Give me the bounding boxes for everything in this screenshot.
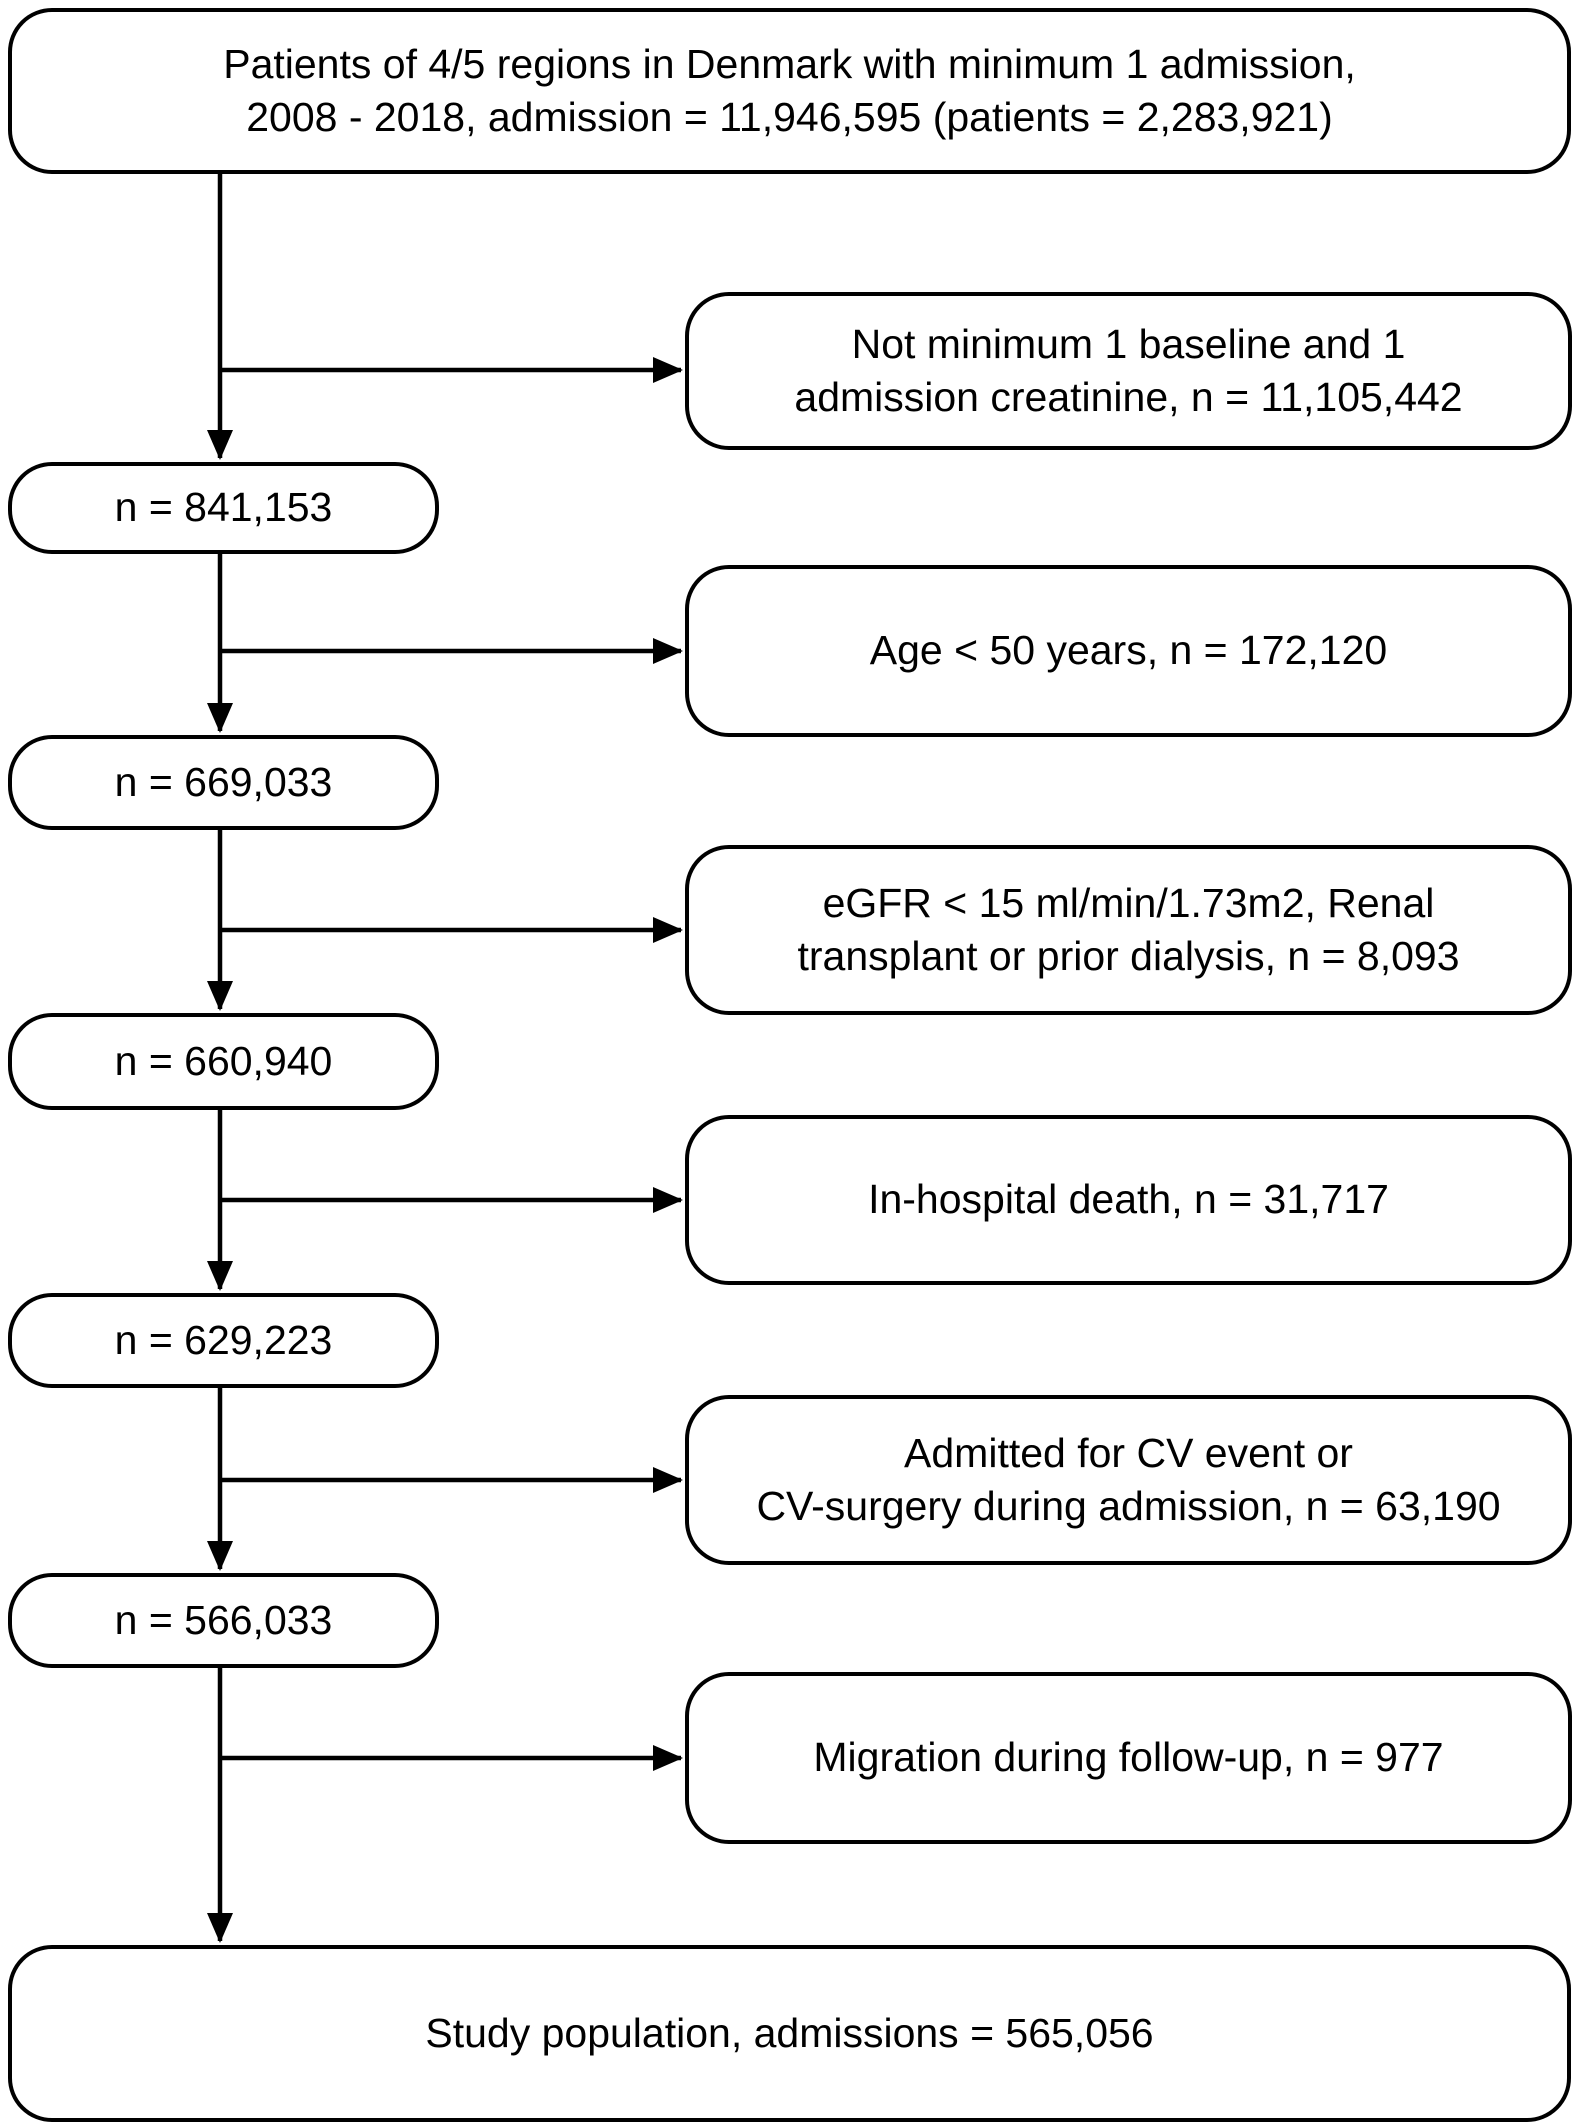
exclusion-box-cv-event: Admitted for CV event or CV-surgery duri… xyxy=(685,1395,1572,1565)
cohort-count-box-1: n = 841,153 xyxy=(8,462,439,554)
cohort-count-box-3: n = 660,940 xyxy=(8,1013,439,1110)
exclusion-box-age: Age < 50 years, n = 172,120 xyxy=(685,565,1572,737)
exclusion-box-inhospital-death: In-hospital death, n = 31,717 xyxy=(685,1115,1572,1285)
exclusion-box-migration: Migration during follow-up, n = 977 xyxy=(685,1672,1572,1844)
cohort-count-box-4: n = 629,223 xyxy=(8,1293,439,1388)
study-population-box: Study population, admissions = 565,056 xyxy=(8,1945,1571,2122)
top-population-box: Patients of 4/5 regions in Denmark with … xyxy=(8,8,1571,174)
exclusion-box-egfr: eGFR < 15 ml/min/1.73m2, Renal transplan… xyxy=(685,845,1572,1015)
cohort-count-box-5: n = 566,033 xyxy=(8,1573,439,1668)
cohort-count-box-2: n = 669,033 xyxy=(8,735,439,830)
exclusion-box-creatinine: Not minimum 1 baseline and 1 admission c… xyxy=(685,292,1572,450)
